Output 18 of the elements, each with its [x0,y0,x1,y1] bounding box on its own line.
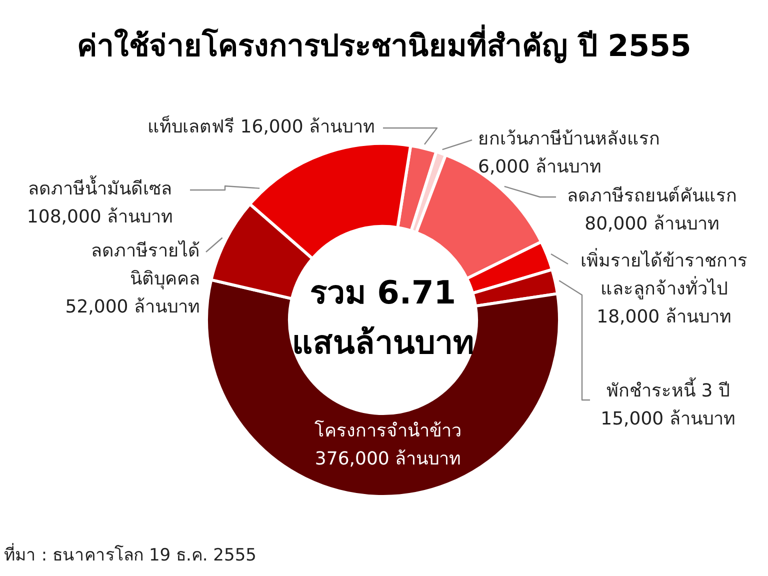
slice-label: พักชำระหนี้ 3 ปี [606,378,730,402]
text: รวม 6.71 แสนล้านบาท [292,273,474,362]
slice-label: แท็บเลตฟรี 16,000 ล้านบาท [148,114,375,138]
slice-label: ยกเว้นภาษีบ้านหลังแรก [478,128,660,150]
data-label: 376,000 ล้านบาท [314,448,462,470]
slice-label: โครงการจำนำข้าว [314,420,462,442]
data-label: 6,000 ล้านบาท [478,156,602,178]
data-label: 108,000 ล้านบาท [26,206,174,228]
data-label: 15,000 ล้านบาท [600,408,736,430]
slice-label: ลดภาษีน้ำมันดีเซล [28,176,172,200]
slice-label: ลดภาษีรายได้นิติบุคคล [91,240,200,290]
slice-label: เพิ่มรายได้ข้าราชการและลูกจ้างทั่วไป [580,248,748,300]
data-label: 52,000 ล้านบาท [65,296,200,318]
text: ที่มา : ธนาคารโลก 19 ธ.ค. 2555 [4,542,256,566]
slice-label: ลดภาษีรถยนต์คันแรก [567,186,737,207]
chart-title: ค่าใช้จ่ายโครงการประชานิยมที่สำคัญ ปี 2555 [76,24,692,64]
data-label: 18,000 ล้านบาท [596,306,732,328]
data-label: 80,000 ล้านบาท [584,214,720,235]
